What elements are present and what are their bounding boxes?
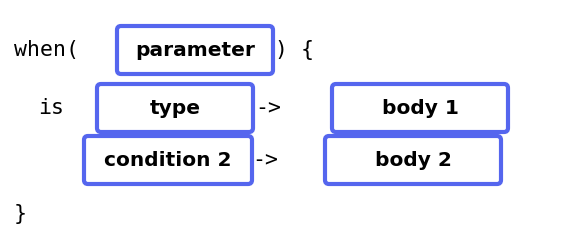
FancyBboxPatch shape — [117, 26, 273, 74]
FancyBboxPatch shape — [332, 84, 508, 132]
FancyBboxPatch shape — [325, 136, 501, 184]
FancyBboxPatch shape — [84, 136, 252, 184]
Text: condition 2: condition 2 — [104, 151, 232, 169]
FancyBboxPatch shape — [97, 84, 253, 132]
Text: parameter: parameter — [135, 41, 255, 60]
Text: ->: -> — [252, 150, 278, 170]
Text: }: } — [14, 204, 27, 224]
Text: type: type — [150, 98, 200, 118]
Text: is: is — [38, 98, 64, 118]
Text: body 1: body 1 — [381, 98, 458, 118]
Text: when(: when( — [14, 40, 79, 60]
Text: ->: -> — [255, 98, 281, 118]
Text: body 2: body 2 — [374, 151, 452, 169]
Text: ) {: ) { — [275, 40, 314, 60]
